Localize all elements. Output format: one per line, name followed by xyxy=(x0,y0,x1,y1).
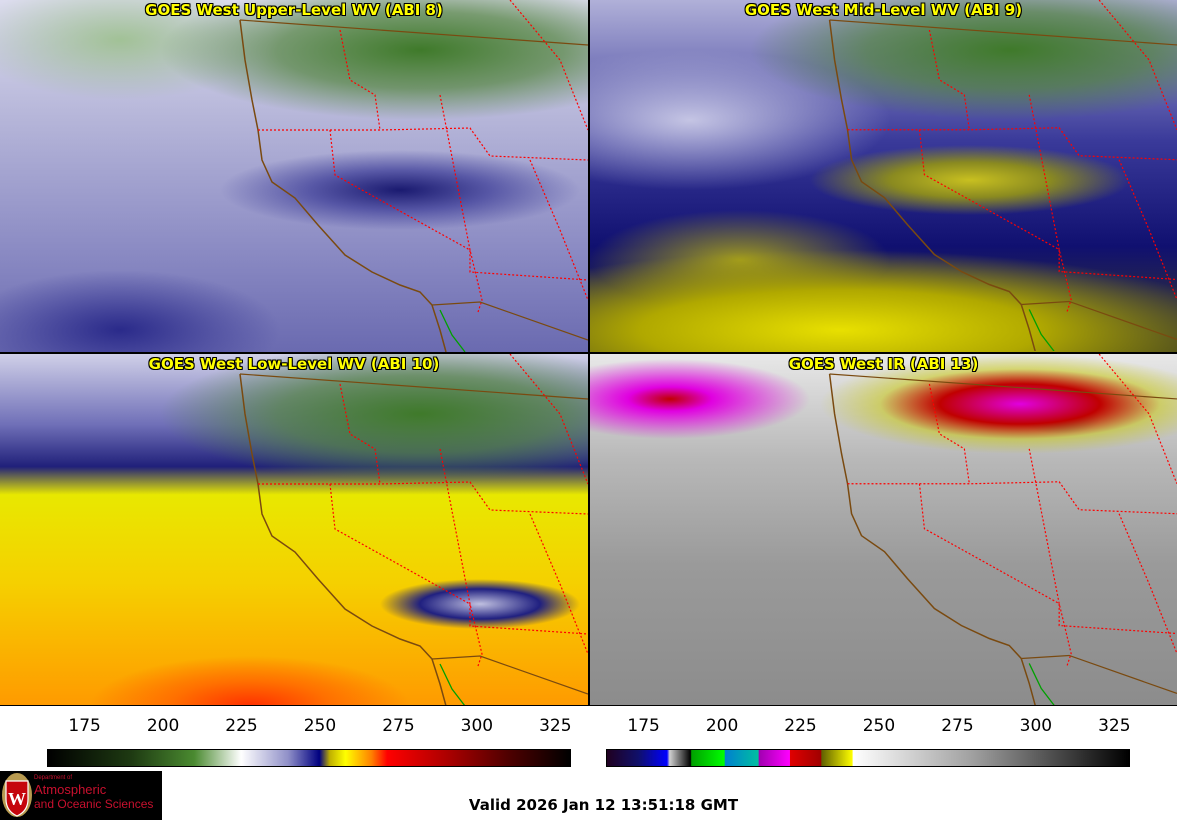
state-border xyxy=(847,481,1177,515)
wv-colorbar-ticks: 175 200 225 250 275 300 325 xyxy=(47,716,572,756)
mexico-coastline xyxy=(1028,663,1055,706)
state-border xyxy=(329,483,588,635)
satellite-image-abi10 xyxy=(0,354,588,706)
state-border xyxy=(509,0,588,131)
state-border xyxy=(918,129,1177,281)
mexico-coastline xyxy=(439,663,466,706)
state-border xyxy=(258,481,588,515)
panel-title: GOES West IR (ABI 13) xyxy=(788,355,979,373)
state-border xyxy=(1118,513,1177,654)
state-border xyxy=(239,373,588,400)
panel-title: GOES West Mid-Level WV (ABI 9) xyxy=(744,1,1023,19)
infrared-panel: GOES West IR (ABI 13) xyxy=(590,354,1177,706)
ir-colorbar-ticks: 175 200 225 250 275 300 325 xyxy=(606,716,1131,756)
mexico-coastline xyxy=(439,309,466,352)
state-border xyxy=(239,19,588,46)
tick-label: 250 xyxy=(303,716,337,736)
low-level-wv-panel: GOES West Low-Level WV (ABI 10) xyxy=(0,354,588,706)
wv-colorbar xyxy=(47,749,571,767)
state-border xyxy=(339,29,381,131)
map-overlay xyxy=(828,354,1177,706)
tick-label: 175 xyxy=(627,716,660,736)
state-border xyxy=(918,483,1177,635)
valid-time: Valid 2026 Jan 12 13:51:18 GMT xyxy=(468,796,739,814)
state-border xyxy=(529,513,588,655)
state-border xyxy=(928,29,970,130)
tick-label: 275 xyxy=(941,716,974,736)
tick-label: 225 xyxy=(225,716,258,736)
international-border xyxy=(1021,300,1177,340)
state-border xyxy=(439,448,483,667)
mid-level-wv-panel: GOES West Mid-Level WV (ABI 9) xyxy=(590,0,1177,352)
satellite-image-abi9 xyxy=(590,0,1177,352)
mexico-coastline xyxy=(1028,309,1055,352)
tick-label: 275 xyxy=(382,716,415,736)
tick-label: 175 xyxy=(68,716,101,736)
state-border xyxy=(1098,354,1177,484)
satellite-image-abi13 xyxy=(590,354,1177,706)
state-border xyxy=(829,373,1177,400)
tick-label: 300 xyxy=(1019,716,1053,736)
map-overlay xyxy=(239,0,588,352)
state-border xyxy=(1098,0,1177,130)
logo-line-1: Department of xyxy=(34,775,73,781)
state-border xyxy=(928,383,970,484)
tick-label: 200 xyxy=(705,716,739,736)
uw-crest-icon: W xyxy=(2,773,32,817)
uw-aos-logo: W Department of Atmospheric and Oceanic … xyxy=(0,771,162,820)
panel-divider xyxy=(0,352,1177,354)
tick-label: 250 xyxy=(862,716,896,736)
state-border xyxy=(829,19,1177,46)
state-border xyxy=(439,94,483,313)
logo-line-3: and Oceanic Sciences xyxy=(34,797,154,811)
coastline xyxy=(239,19,447,352)
coastline xyxy=(828,19,1036,352)
tick-label: 225 xyxy=(784,716,817,736)
state-border xyxy=(258,127,588,161)
tick-label: 325 xyxy=(1098,716,1131,736)
panel-title: GOES West Upper-Level WV (ABI 8) xyxy=(145,1,443,19)
tick-label: 325 xyxy=(539,716,572,736)
coastline xyxy=(828,373,1036,706)
map-overlay xyxy=(239,354,588,706)
international-border xyxy=(431,655,588,695)
state-border xyxy=(1118,159,1177,300)
coastline xyxy=(239,373,447,706)
state-border xyxy=(529,159,588,301)
panel-divider xyxy=(0,705,1177,706)
panel-title: GOES West Low-Level WV (ABI 10) xyxy=(148,355,440,373)
satellite-image-abi8 xyxy=(0,0,588,352)
map-overlay xyxy=(828,0,1177,352)
crest-letter: W xyxy=(8,789,26,809)
state-border xyxy=(339,383,381,485)
upper-level-wv-panel: GOES West Upper-Level WV (ABI 8) xyxy=(0,0,588,352)
state-border xyxy=(1028,448,1072,666)
international-border xyxy=(431,301,588,341)
state-border xyxy=(509,354,588,485)
state-border xyxy=(1028,94,1072,312)
international-border xyxy=(1021,654,1177,694)
ir-colorbar xyxy=(606,749,1130,767)
state-border xyxy=(329,129,588,281)
state-border xyxy=(847,127,1177,161)
logo-line-2: Atmospheric xyxy=(34,782,107,797)
tick-label: 200 xyxy=(146,716,180,736)
tick-label: 300 xyxy=(460,716,494,736)
